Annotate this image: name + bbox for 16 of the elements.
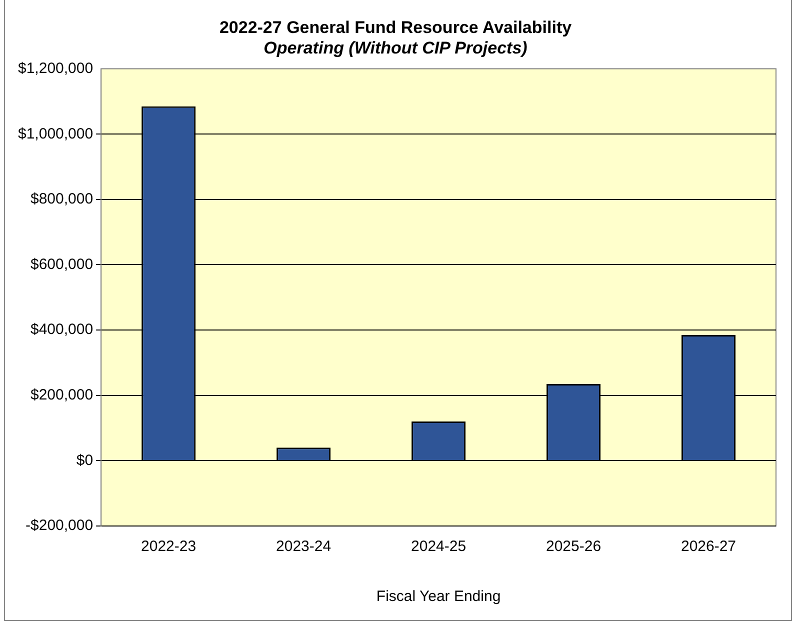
x-tick-label: 2023-24 [276,538,332,556]
x-axis-title: Fiscal Year Ending [376,588,501,606]
y-tick-label: $1,000,000 [18,125,94,142]
y-tick-label: $200,000 [30,386,94,404]
x-tick-label: 2024-25 [411,538,466,556]
x-tick-label: 2025-26 [546,538,602,556]
chart-title: 2022-27 General Fund Resource Availability [219,18,572,37]
chart-subtitle: Operating (Without CIP Projects) [264,38,528,58]
x-tick-label: 2022-23 [141,538,196,556]
y-tick-label: $400,000 [30,321,94,338]
x-tick-label: 2026-27 [680,538,736,556]
y-tick-label: $1,200,000 [18,60,94,77]
y-tick-label: $0 [76,452,94,469]
y-tick-label: $800,000 [30,190,94,208]
y-tick-label: -$200,000 [26,517,94,534]
y-tick-label: $600,000 [30,256,94,273]
